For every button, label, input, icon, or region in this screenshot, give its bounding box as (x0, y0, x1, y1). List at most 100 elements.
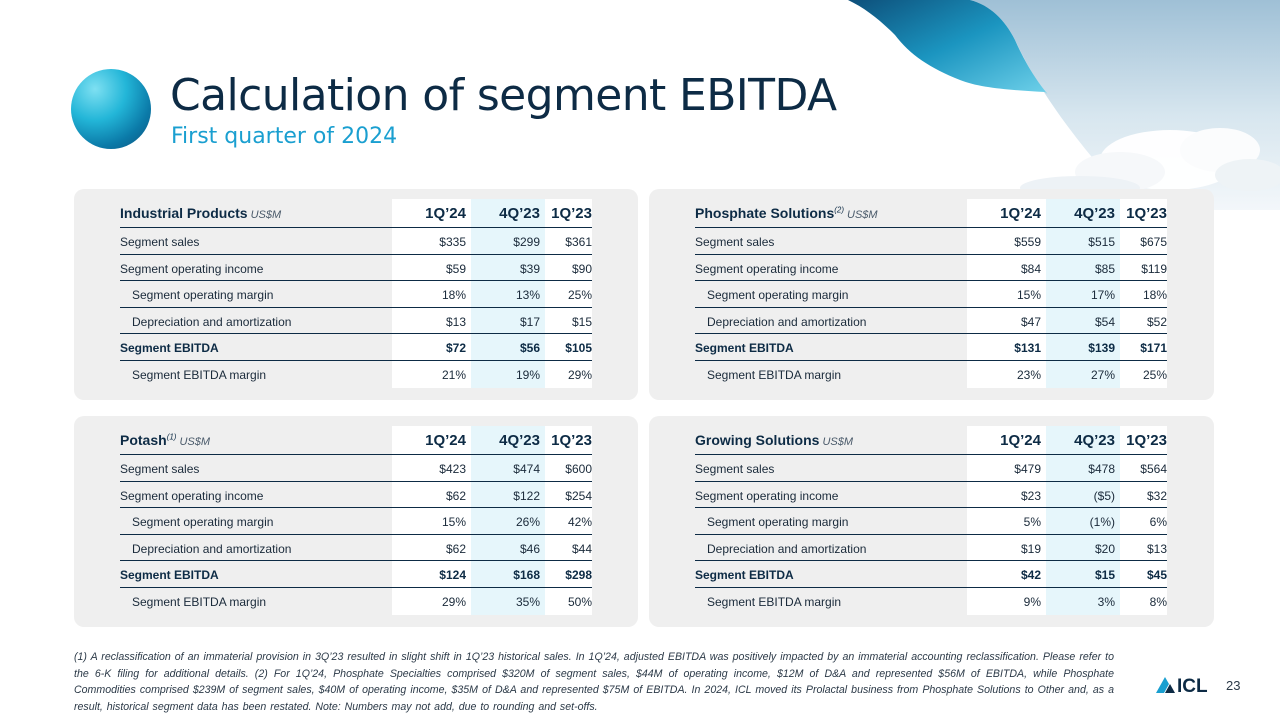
panel-industrial-products: Industrial Products US$M 1Q’24 4Q’23 1Q’2… (74, 189, 638, 400)
table-row: Segment operating margin 15% 17% 18% (695, 281, 1167, 308)
cell: $39 (519, 261, 540, 276)
cell: 8% (1149, 594, 1167, 609)
cell: 50% (567, 594, 592, 609)
cell: (1%) (1089, 515, 1115, 530)
col-header-4q23: 4Q’23 (1074, 432, 1115, 449)
row-label: Segment sales (120, 235, 200, 249)
cell: $474 (513, 462, 540, 476)
cell: $47 (1020, 314, 1041, 329)
segment-table: Phosphate Solutions(2) US$M 1Q’24 4Q’23 1… (695, 199, 1167, 388)
cell: $168 (513, 568, 540, 583)
segment-table: Industrial Products US$M 1Q’24 4Q’23 1Q’2… (120, 199, 592, 388)
table-row: Segment sales $559 $515 $675 (695, 228, 1167, 255)
table-header: Growing Solutions US$M 1Q’24 4Q’23 1Q’23 (695, 426, 1167, 455)
row-label: Segment EBITDA margin (707, 367, 842, 382)
table-row: Depreciation and amortization $62 $46 $44 (120, 535, 592, 562)
row-label: Segment operating income (120, 488, 264, 503)
cell: 15% (441, 515, 466, 530)
cell: 27% (1090, 367, 1115, 382)
segment-name: Phosphate Solutions (695, 205, 835, 221)
cell: 42% (567, 515, 592, 530)
cell: $600 (565, 462, 592, 476)
cell: 18% (441, 288, 466, 303)
row-label: Segment sales (695, 462, 775, 476)
cell: 13% (515, 288, 540, 303)
cell: $23 (1020, 488, 1041, 503)
cell: $19 (1020, 541, 1041, 556)
row-label: Segment EBITDA (695, 341, 794, 356)
cell: $17 (519, 314, 540, 329)
cell: $119 (1141, 261, 1167, 276)
cell: $139 (1088, 341, 1115, 356)
cell: 3% (1097, 594, 1115, 609)
col-header-1q23: 1Q’23 (551, 205, 592, 222)
unit-label: US$M (822, 436, 853, 448)
cell: $478 (1088, 462, 1115, 476)
row-label: Segment operating margin (707, 515, 849, 530)
cell: 5% (1023, 515, 1041, 530)
row-label: Depreciation and amortization (707, 314, 867, 329)
row-label: Segment sales (120, 462, 200, 476)
segment-table: Potash(1) US$M 1Q’24 4Q’23 1Q’23 Segment … (120, 426, 592, 615)
row-label: Segment EBITDA (695, 568, 794, 583)
table-row: Segment operating income $84 $85 $119 (695, 255, 1167, 282)
table-row: Segment operating margin 15% 26% 42% (120, 508, 592, 535)
table-row: Depreciation and amortization $19 $20 $13 (695, 535, 1167, 562)
panel-potash: Potash(1) US$M 1Q’24 4Q’23 1Q’23 Segment … (74, 416, 638, 627)
table-row: Segment EBITDA $42 $15 $45 (695, 561, 1167, 588)
cell: $124 (439, 568, 466, 583)
row-label: Segment EBITDA margin (132, 367, 267, 382)
cell: $361 (565, 235, 592, 249)
cell: $84 (1020, 261, 1041, 276)
page-number: 23 (1226, 678, 1241, 693)
cell: $45 (1146, 568, 1167, 583)
table-row: Segment operating income $62 $122 $254 (120, 482, 592, 509)
decorative-circle (71, 69, 151, 149)
cell: $515 (1088, 235, 1115, 249)
highlight-column (471, 426, 545, 615)
row-label: Segment sales (695, 235, 775, 249)
cell: 29% (567, 367, 592, 382)
table-header: Industrial Products US$M 1Q’24 4Q’23 1Q’2… (120, 199, 592, 228)
table-row: Segment EBITDA $131 $139 $171 (695, 334, 1167, 361)
logo-text: ICL (1177, 676, 1208, 695)
highlight-column (1046, 199, 1120, 388)
table-row: Segment operating margin 18% 13% 25% (120, 281, 592, 308)
cell: $46 (519, 541, 540, 556)
table-header: Potash(1) US$M 1Q’24 4Q’23 1Q’23 (120, 426, 592, 455)
col-header-1q23: 1Q’23 (1126, 205, 1167, 222)
segment-name: Industrial Products (120, 205, 248, 221)
cell: $254 (565, 488, 592, 503)
col-header-4q23: 4Q’23 (1074, 205, 1115, 222)
cell: $85 (1094, 261, 1115, 276)
table-row: Segment EBITDA margin 21% 19% 29% (120, 361, 592, 388)
unit-label: US$M (847, 209, 878, 221)
cell: $13 (445, 314, 466, 329)
cell: $15 (571, 314, 592, 329)
cell: 26% (515, 515, 540, 530)
cell: $15 (1094, 568, 1115, 583)
cell: $122 (513, 488, 540, 503)
cell: $52 (1146, 314, 1167, 329)
cell: 35% (515, 594, 540, 609)
cell: $59 (445, 261, 466, 276)
cell: $559 (1014, 235, 1041, 249)
cell: $131 (1014, 341, 1041, 356)
highlight-column (471, 199, 545, 388)
cell: $13 (1146, 541, 1167, 556)
segment-name: Potash (120, 432, 167, 448)
cell: 25% (1142, 367, 1167, 382)
cell: 6% (1149, 515, 1167, 530)
row-label: Segment EBITDA (120, 341, 219, 356)
icl-logo: ICL (1156, 676, 1208, 695)
table-header: Phosphate Solutions(2) US$M 1Q’24 4Q’23 1… (695, 199, 1167, 228)
row-label: Segment EBITDA margin (132, 594, 267, 609)
cell: $56 (519, 341, 540, 356)
row-label: Depreciation and amortization (132, 541, 292, 556)
cell: $72 (445, 341, 466, 356)
segment-table: Growing Solutions US$M 1Q’24 4Q’23 1Q’23 … (695, 426, 1167, 615)
col-header-1q24: 1Q’24 (425, 432, 466, 449)
page-subtitle: First quarter of 2024 (171, 124, 398, 149)
page-title: Calculation of segment EBITDA (170, 70, 837, 121)
table-row: Segment sales $423 $474 $600 (120, 455, 592, 482)
